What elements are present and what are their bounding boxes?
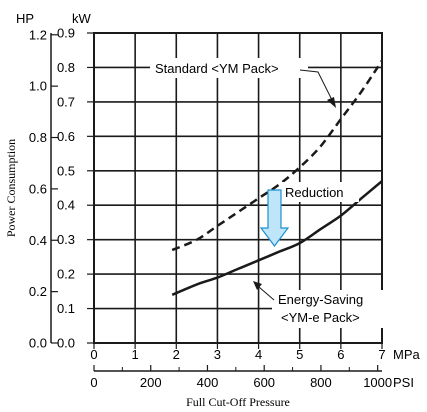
mpa-tick-label: 6	[337, 347, 344, 362]
psi-tick-label: 400	[197, 375, 219, 390]
x-axis-title: Full Cut-Off Pressure	[186, 395, 290, 409]
saving-leader-line	[258, 286, 275, 301]
kw-tick-label: 0.7	[57, 94, 75, 109]
kw-unit-label: kW	[72, 11, 92, 26]
reduction-label-bg	[281, 182, 359, 202]
psi-axis: 0 200 400 600 800 1000	[90, 365, 392, 390]
mpa-tick-label: 5	[296, 347, 303, 362]
mpa-unit-label: MPa	[393, 347, 421, 362]
kw-tick-label: 0.5	[57, 163, 75, 178]
y-axis-title: Power Consumption	[4, 139, 18, 237]
hp-tick-label: 0.6	[29, 181, 47, 196]
psi-tick-label: 0	[90, 375, 97, 390]
mpa-tick-label: 3	[214, 347, 221, 362]
hp-tick-label: 0.0	[29, 336, 47, 351]
grid-lines	[94, 33, 382, 343]
kw-tick-label: 0.0	[57, 336, 75, 351]
kw-tick-label: 0.8	[57, 60, 75, 75]
hp-tick-label: 0.8	[29, 130, 47, 145]
saving-label-line1: Energy-Saving	[278, 292, 363, 307]
mpa-axis: 0 1 2 3 4 5 6 7	[90, 343, 386, 362]
psi-tick-label: 800	[310, 375, 332, 390]
kw-tick-label: 0.9	[57, 26, 75, 41]
psi-tick-label: 200	[140, 375, 162, 390]
saving-leader-arrowhead	[253, 281, 262, 290]
mpa-tick-label: 2	[173, 347, 180, 362]
psi-tick-label: 1000	[363, 375, 392, 390]
standard-leader-line	[299, 69, 333, 101]
series-line-standard	[171, 59, 384, 252]
standard-leader-arrowhead	[327, 97, 336, 108]
hp-tick-label: 0.2	[29, 284, 47, 299]
hp-unit-label: HP	[16, 11, 34, 26]
kw-tick-label: 0.6	[57, 129, 75, 144]
saving-label-bg	[272, 290, 388, 328]
reduction-label: Reduction	[285, 185, 344, 200]
hp-tick-label: 1.2	[29, 27, 47, 42]
kw-axis: 0.0 0.1 0.2 0.3 0.4 0.5 0.6 0.7 0.8 0.9	[57, 26, 94, 351]
psi-unit-label: PSI	[393, 375, 414, 390]
hp-tick-label: 0.4	[29, 233, 47, 248]
mpa-tick-label: 1	[132, 347, 139, 362]
hp-tick-label: 1.0	[29, 79, 47, 94]
reduction-arrow-icon	[259, 189, 290, 247]
hp-axis: 0.0 0.2 0.4 0.6 0.8 1.0 1.2	[29, 27, 58, 351]
mpa-tick-label: 4	[255, 347, 262, 362]
saving-label-line2: <YM-e Pack>	[281, 310, 360, 325]
kw-tick-label: 0.4	[57, 198, 75, 213]
psi-tick-label: 600	[253, 375, 275, 390]
series-line-energy-saving	[171, 180, 383, 296]
standard-label: Standard <YM Pack>	[155, 61, 279, 76]
kw-tick-label: 0.1	[57, 301, 75, 316]
mpa-tick-label: 0	[90, 347, 97, 362]
kw-tick-label: 0.2	[57, 267, 75, 282]
standard-label-bg	[150, 58, 308, 78]
mpa-tick-label: 7	[378, 347, 385, 362]
plot-area-frame	[93, 32, 383, 344]
kw-tick-label: 0.3	[57, 232, 75, 247]
